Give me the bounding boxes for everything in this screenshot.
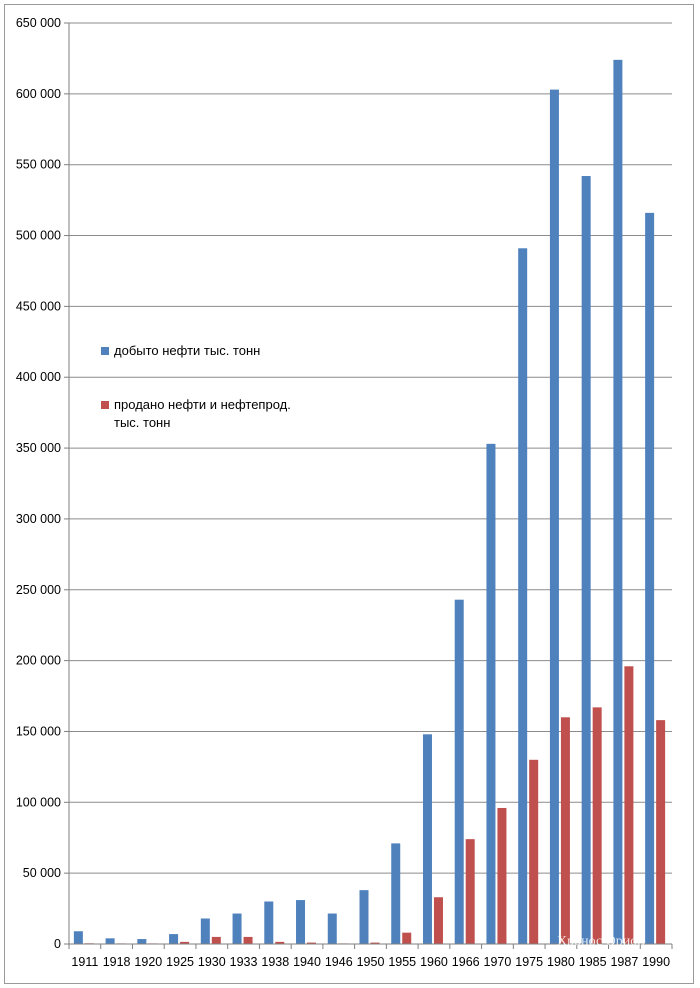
y-axis-ticks: 0 50 000 100 000 150 000 200 000 250 000 300 0… <box>16 16 69 951</box>
bar-production-1970 <box>486 443 496 944</box>
y-tick-label: 250 000 <box>16 583 61 597</box>
y-tick-label: 450 000 <box>16 299 61 313</box>
bar-production-1920 <box>137 939 147 944</box>
x-tick-label: 1970 <box>484 955 512 969</box>
y-tick-label: 300 000 <box>16 512 61 526</box>
bar-sales-1960 <box>433 897 443 944</box>
bar-sales-1940 <box>307 942 317 944</box>
bar-production-1960 <box>422 734 432 944</box>
bar-production-1933 <box>232 913 242 944</box>
bar-production-1946 <box>327 913 337 944</box>
x-tick-label: 1985 <box>579 955 607 969</box>
bar-sales-1975 <box>529 759 539 944</box>
x-axis-ticks: 1911 1918 1920 1925 1930 1933 1938 1940 1946 1950… <box>68 944 673 969</box>
legend-label-production: добыто нефти тыс. тонн <box>114 343 260 358</box>
x-tick-label: 1987 <box>610 955 638 969</box>
bar-production-1990 <box>645 212 655 945</box>
y-tick-label: 50 000 <box>23 866 61 880</box>
x-tick-label: 1911 <box>71 955 98 969</box>
y-tick-label: 350 000 <box>16 441 61 455</box>
bar-sales-1955 <box>402 932 412 944</box>
bar-production-1911 <box>73 931 83 944</box>
y-tick-label: 150 000 <box>16 724 61 738</box>
legend-label-sales-line1: продано нефти и нефтепрод. <box>114 397 291 412</box>
chart-frame: 0 50 000 100 000 150 000 200 000 250 000 300 0… <box>4 4 694 984</box>
bar-production-1940 <box>296 900 306 944</box>
x-tick-label: 1950 <box>357 955 385 969</box>
bars <box>73 59 666 945</box>
x-tick-label: 1966 <box>452 955 480 969</box>
bar-sales-1970 <box>497 807 507 944</box>
gridlines <box>68 22 672 944</box>
bar-production-1938 <box>264 901 274 944</box>
bar-sales-1987 <box>624 666 634 944</box>
bar-production-1918 <box>105 938 115 944</box>
x-tick-label: 1946 <box>325 955 353 969</box>
y-tick-label: 550 000 <box>16 158 61 172</box>
bar-production-1930 <box>200 918 210 944</box>
x-tick-label: 1918 <box>103 955 131 969</box>
bar-sales-1938 <box>275 941 285 944</box>
legend-swatch-sales <box>101 401 109 409</box>
bar-sales-1990 <box>656 720 666 944</box>
bar-production-1980 <box>549 89 559 944</box>
y-tick-label: 400 000 <box>16 370 61 384</box>
bar-production-1987 <box>613 59 623 944</box>
bar-sales-1966 <box>465 839 475 944</box>
y-tick-label: 0 <box>54 937 61 951</box>
x-tick-label: 1975 <box>515 955 543 969</box>
bar-sales-1925 <box>180 941 190 944</box>
bar-sales-1933 <box>243 936 253 944</box>
bar-sales-1980 <box>560 717 570 944</box>
x-tick-label: 1920 <box>134 955 162 969</box>
bar-production-1966 <box>454 599 464 944</box>
bar-sales-1930 <box>211 936 221 944</box>
x-tick-label: 1933 <box>230 955 258 969</box>
y-tick-label: 500 000 <box>16 229 61 243</box>
y-tick-label: 100 000 <box>16 795 61 809</box>
bar-production-1955 <box>391 843 401 944</box>
bar-production-1925 <box>169 934 179 944</box>
legend-swatch-production <box>101 347 109 355</box>
x-tick-label: 1960 <box>420 955 448 969</box>
legend: добыто нефти тыс. тонн продано нефти и н… <box>101 343 291 430</box>
x-tick-label: 1938 <box>261 955 289 969</box>
bar-production-1975 <box>518 248 528 944</box>
y-tick-label: 600 000 <box>16 87 61 101</box>
watermark: Хронос Орион <box>557 934 645 949</box>
x-tick-label: 1990 <box>642 955 670 969</box>
x-tick-label: 1940 <box>293 955 321 969</box>
bar-chart: 0 50 000 100 000 150 000 200 000 250 000 300 0… <box>16 16 673 969</box>
x-tick-label: 1955 <box>388 955 416 969</box>
bar-sales-1985 <box>592 707 602 944</box>
legend-label-sales-line2: тыс. тонн <box>114 415 170 430</box>
bar-sales-1950 <box>370 942 380 944</box>
y-tick-label: 650 000 <box>16 16 61 30</box>
bar-production-1985 <box>581 176 591 944</box>
x-tick-label: 1930 <box>198 955 226 969</box>
x-tick-label: 1980 <box>547 955 575 969</box>
x-tick-label: 1925 <box>166 955 194 969</box>
y-tick-label: 200 000 <box>16 654 61 668</box>
bar-production-1950 <box>359 890 369 944</box>
